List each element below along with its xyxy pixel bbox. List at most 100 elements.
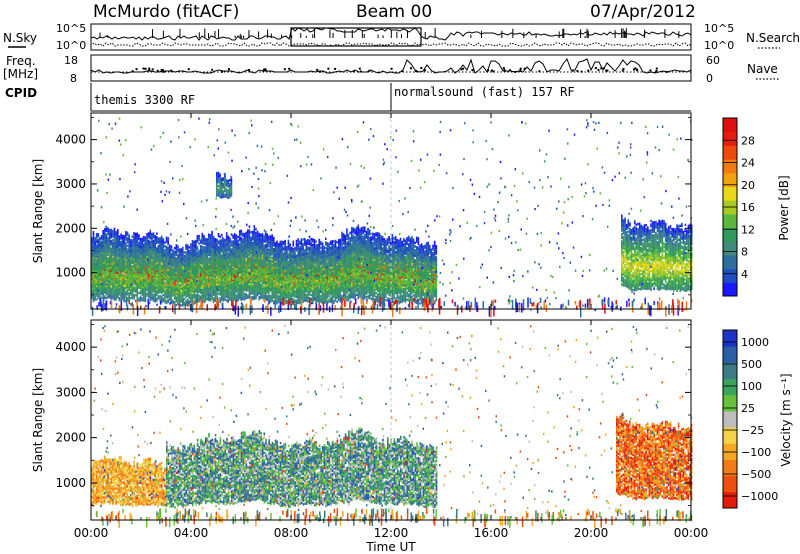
echo-cell: [138, 271, 140, 275]
echo-cell: [424, 291, 426, 294]
echo-cell: [97, 274, 100, 277]
echo-cell: [250, 253, 252, 256]
echo-cell: [325, 282, 327, 285]
echo-cell: [373, 277, 376, 280]
echo-cell: [105, 281, 108, 284]
echo-cell: [100, 266, 103, 270]
echo-cell: [112, 289, 114, 292]
echo-cell: [354, 239, 356, 242]
echo-cell: [99, 278, 101, 281]
echo-cell: [110, 275, 113, 278]
echo-cell: [263, 254, 265, 257]
echo-cell: [102, 246, 104, 250]
echo-cell: [164, 255, 166, 259]
echo-cell: [110, 232, 113, 235]
echo-cell: [104, 268, 106, 272]
echo-cell: [97, 285, 100, 288]
echo-cell: [263, 278, 265, 281]
echo-cell: [94, 268, 96, 272]
echo-cell: [97, 283, 100, 286]
echo-cell: [260, 247, 262, 251]
echo-cell: [360, 255, 363, 258]
echo-cell: [219, 253, 221, 257]
freq-dot: [161, 69, 164, 72]
echo-cell: [112, 293, 114, 296]
echo-cell: [110, 256, 113, 260]
echo-cell: [433, 255, 436, 259]
echo-cell: [104, 280, 106, 283]
echo-cell: [108, 247, 111, 250]
echo-cell: [208, 263, 210, 267]
echo-cell: [253, 256, 256, 259]
echo-cell: [394, 254, 397, 258]
echo-cell: [94, 277, 96, 281]
echo-cell: [105, 229, 108, 232]
echo-cell: [108, 284, 111, 288]
echo-cell: [351, 254, 353, 257]
echo-cell: [154, 272, 156, 275]
echo-cell: [95, 238, 98, 242]
freq-dot: [634, 67, 637, 70]
echo-cell: [396, 256, 399, 259]
echo-cell: [104, 278, 106, 281]
freq-dot: [580, 70, 583, 73]
echo-cell: [271, 258, 273, 261]
echo-cell: [432, 280, 434, 283]
echo-cell: [104, 270, 106, 274]
echo-cell: [107, 272, 109, 275]
echo-cell: [134, 279, 137, 282]
freq-dot: [401, 69, 404, 72]
echo-cell: [203, 254, 205, 257]
echo-cell: [102, 243, 104, 246]
echo-cell: [333, 286, 335, 289]
echo-cell: [401, 276, 403, 279]
echo-cell: [105, 291, 108, 294]
echo-cell: [92, 242, 95, 245]
echo-cell: [110, 273, 113, 276]
echo-cell: [261, 254, 264, 257]
echo-cell: [377, 274, 379, 278]
echo-cell: [425, 262, 428, 265]
echo-cell: [112, 268, 114, 272]
echo-cell: [97, 234, 100, 238]
echo-cell: [290, 258, 293, 261]
echo-cell: [117, 286, 119, 289]
echo-cell: [248, 255, 251, 259]
freq-dot: [414, 70, 417, 73]
echo-cell: [99, 238, 101, 242]
freq-dot: [606, 69, 609, 72]
echo-cell: [102, 293, 104, 296]
echo-cell: [92, 284, 95, 288]
echo-cell: [195, 259, 197, 263]
echo-cell: [268, 280, 270, 283]
echo-cell: [108, 254, 111, 258]
echo-cell: [417, 268, 420, 271]
noise-traces: [90, 27, 692, 47]
echo-cell: [175, 272, 178, 276]
noise-left-label: N.Sky: [3, 31, 37, 45]
echo-cell: [105, 253, 108, 257]
echo-cell: [92, 264, 95, 267]
echo-cell: [112, 295, 114, 298]
echo-cell: [97, 266, 100, 270]
echo-cell: [107, 227, 109, 230]
echo-cell: [112, 263, 114, 266]
echo-cell: [91, 238, 93, 242]
echo-cell: [105, 261, 108, 264]
echo-cell: [134, 262, 137, 266]
echo-cell: [107, 270, 109, 273]
echo-cell: [102, 263, 104, 266]
echo-cell: [333, 258, 335, 261]
echo-cell: [94, 279, 96, 283]
echo-cell: [149, 246, 152, 249]
echo-cell: [102, 287, 104, 291]
echo-cell: [273, 278, 275, 281]
echo-cell: [243, 277, 246, 280]
echo-cell: [105, 227, 108, 231]
echo-cell: [94, 238, 96, 242]
echo-cell: [325, 258, 327, 261]
echo-cell: [104, 265, 106, 268]
echo-cell: [107, 260, 109, 264]
echo-cell: [149, 253, 152, 256]
